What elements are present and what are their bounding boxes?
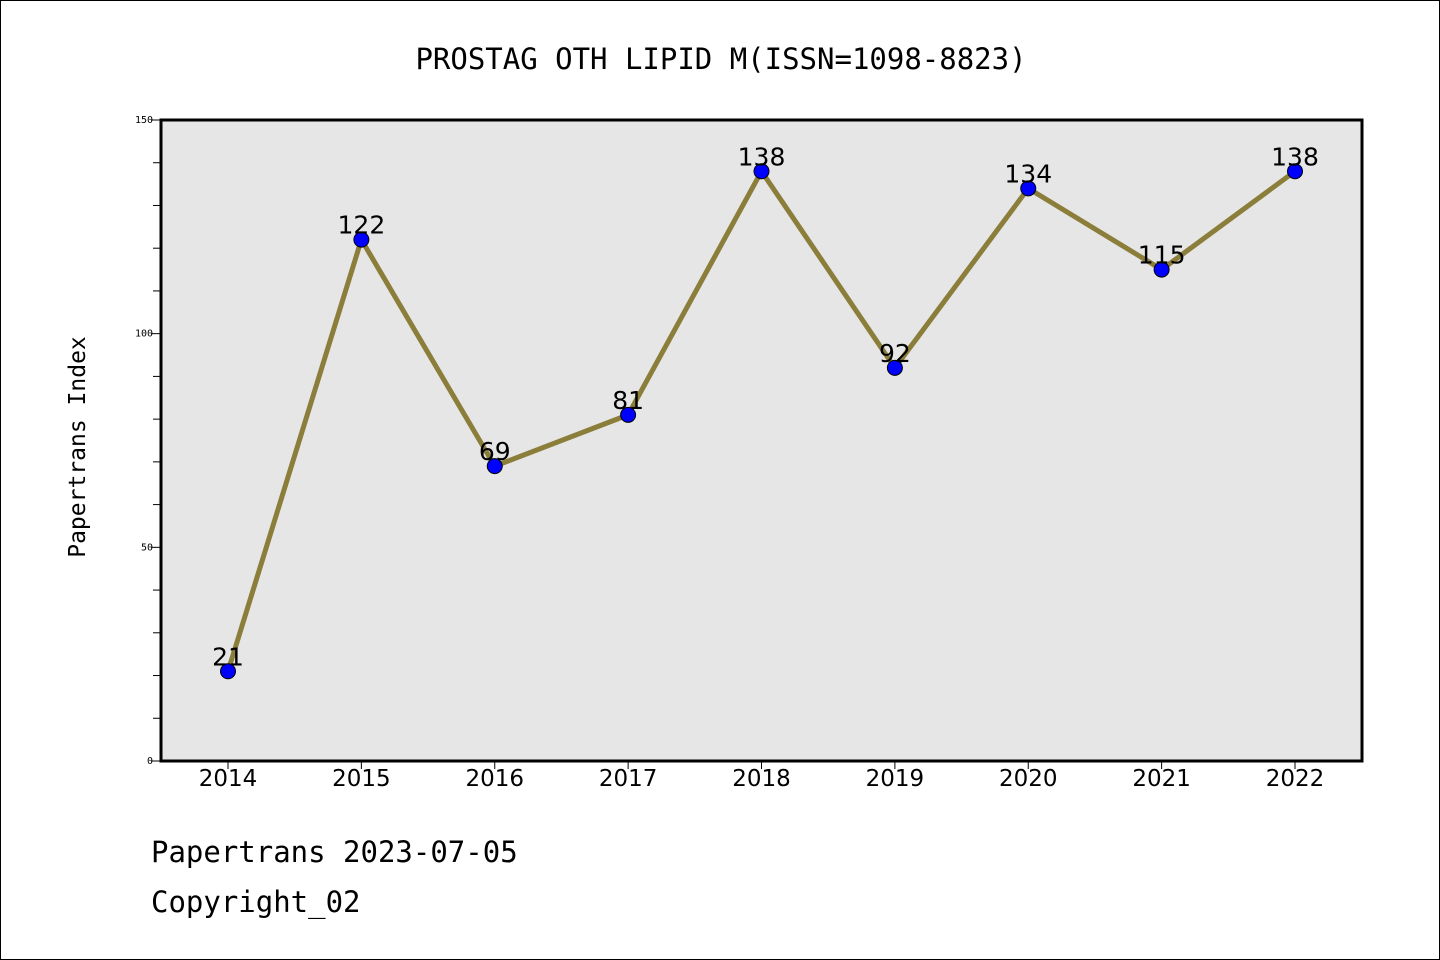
plot-area: [159, 118, 1364, 763]
data-label: 134: [1004, 159, 1052, 188]
data-point-marker: [1287, 163, 1303, 180]
x-tick-label: 2020: [999, 766, 1058, 792]
x-tick-label: 2019: [866, 766, 925, 792]
data-label: 92: [879, 339, 911, 368]
x-tick-label: 2014: [199, 766, 258, 792]
data-point-marker: [220, 663, 236, 680]
data-point-marker: [620, 406, 637, 423]
x-tick-label: 2015: [332, 766, 391, 792]
y-tick-label: 0: [147, 756, 153, 767]
data-point-marker: [486, 458, 503, 475]
x-tick-label: 2021: [1132, 766, 1191, 792]
footer-date: Papertrans 2023-07-05: [151, 835, 518, 869]
data-label: 69: [479, 437, 511, 466]
data-markers: [220, 163, 1303, 680]
data-label: 138: [1271, 142, 1319, 171]
x-tick-label: 2022: [1266, 766, 1325, 792]
data-point-marker: [1153, 261, 1170, 278]
data-labels: 21 122 69 81 138 92 134 115 138: [212, 142, 1319, 671]
data-point-marker: [1020, 180, 1037, 197]
data-label: 122: [338, 211, 386, 240]
x-tick-label: 2018: [732, 766, 791, 792]
y-tick-label: 150: [135, 115, 153, 126]
data-point-marker: [353, 231, 370, 248]
y-tick-label: 50: [141, 542, 153, 553]
chart-title: PROSTAG OTH LIPID M(ISSN=1098-8823): [415, 42, 1026, 76]
data-label: 138: [738, 142, 786, 171]
x-axis: 2014 2015 2016 2017 2018 2019 2020 2021 2022: [199, 761, 1325, 792]
data-label: 21: [212, 642, 244, 671]
x-tick-label: 2017: [599, 766, 658, 792]
data-label: 115: [1138, 241, 1186, 270]
x-tick-label: 2016: [465, 766, 524, 792]
data-point-marker: [753, 163, 770, 180]
data-point-marker: [886, 359, 903, 376]
data-label: 81: [612, 386, 644, 415]
y-axis: 0 50 100 150: [135, 115, 161, 767]
footer-copyright: Copyright_02: [151, 885, 361, 919]
y-tick-label: 100: [135, 329, 153, 340]
y-axis-label: Papertrans Index: [65, 336, 91, 558]
